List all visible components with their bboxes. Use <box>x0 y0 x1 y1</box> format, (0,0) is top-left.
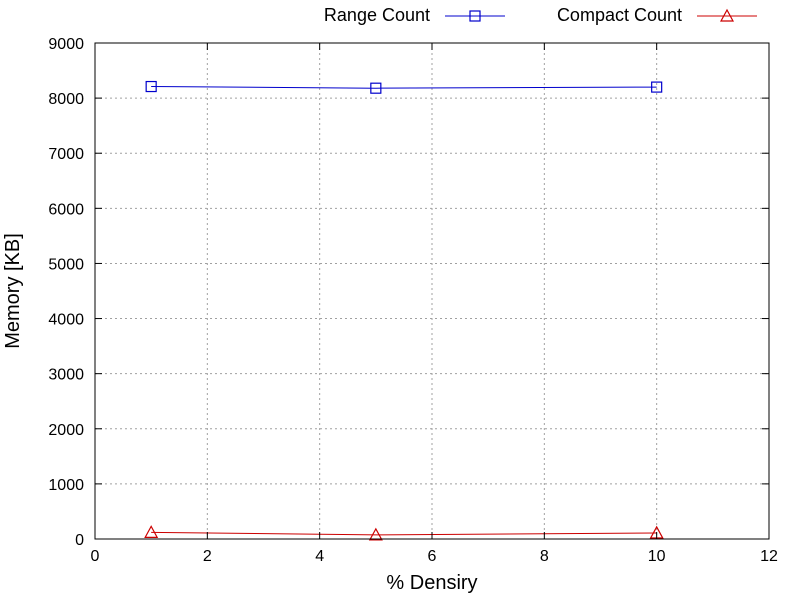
x-tick-label: 10 <box>648 548 666 565</box>
tick-layer: 0 2 4 6 8 10 12 0 1000 2000 3000 4000 5000 6000 7000 80… <box>48 36 778 565</box>
y-tick-label: 9000 <box>48 36 84 53</box>
data-point <box>144 525 159 538</box>
series-line <box>151 86 657 89</box>
x-tick-label: 12 <box>760 548 778 565</box>
legend: Range Count Compact Count <box>324 5 757 25</box>
x-tick-label: 2 <box>203 548 212 565</box>
y-tick-label: 7000 <box>48 146 84 163</box>
data-point <box>368 527 383 541</box>
y-tick-label: 3000 <box>48 367 84 384</box>
x-tick-label: 0 <box>91 548 100 565</box>
data-point <box>145 80 157 93</box>
series-compact-count <box>144 525 664 541</box>
data-point <box>370 82 382 94</box>
y-tick-label: 6000 <box>48 201 84 218</box>
grid <box>95 43 769 539</box>
y-tick-label: 0 <box>75 532 84 549</box>
x-tick-label: 4 <box>315 548 324 565</box>
data-point <box>651 81 663 93</box>
series-layer <box>144 80 664 541</box>
legend-entry: Compact Count <box>557 5 757 25</box>
y-tick-label: 2000 <box>48 422 84 439</box>
series-range-count <box>145 80 663 94</box>
y-tick-label: 8000 <box>48 91 84 108</box>
legend-label: Compact Count <box>557 5 682 25</box>
y-tick-label: 5000 <box>48 256 84 273</box>
y-axis-label: Memory [KB] <box>2 233 24 349</box>
series-line <box>151 531 657 536</box>
legend-label: Range Count <box>324 5 430 25</box>
y-tick-label: 1000 <box>48 477 84 494</box>
x-axis-label: % Densiry <box>386 572 477 594</box>
legend-entry: Range Count <box>324 5 505 25</box>
legend-marker <box>719 8 735 22</box>
x-tick-label: 8 <box>540 548 549 565</box>
y-tick-label: 4000 <box>48 312 84 329</box>
legend-marker <box>469 10 481 22</box>
x-tick-label: 6 <box>428 548 437 565</box>
